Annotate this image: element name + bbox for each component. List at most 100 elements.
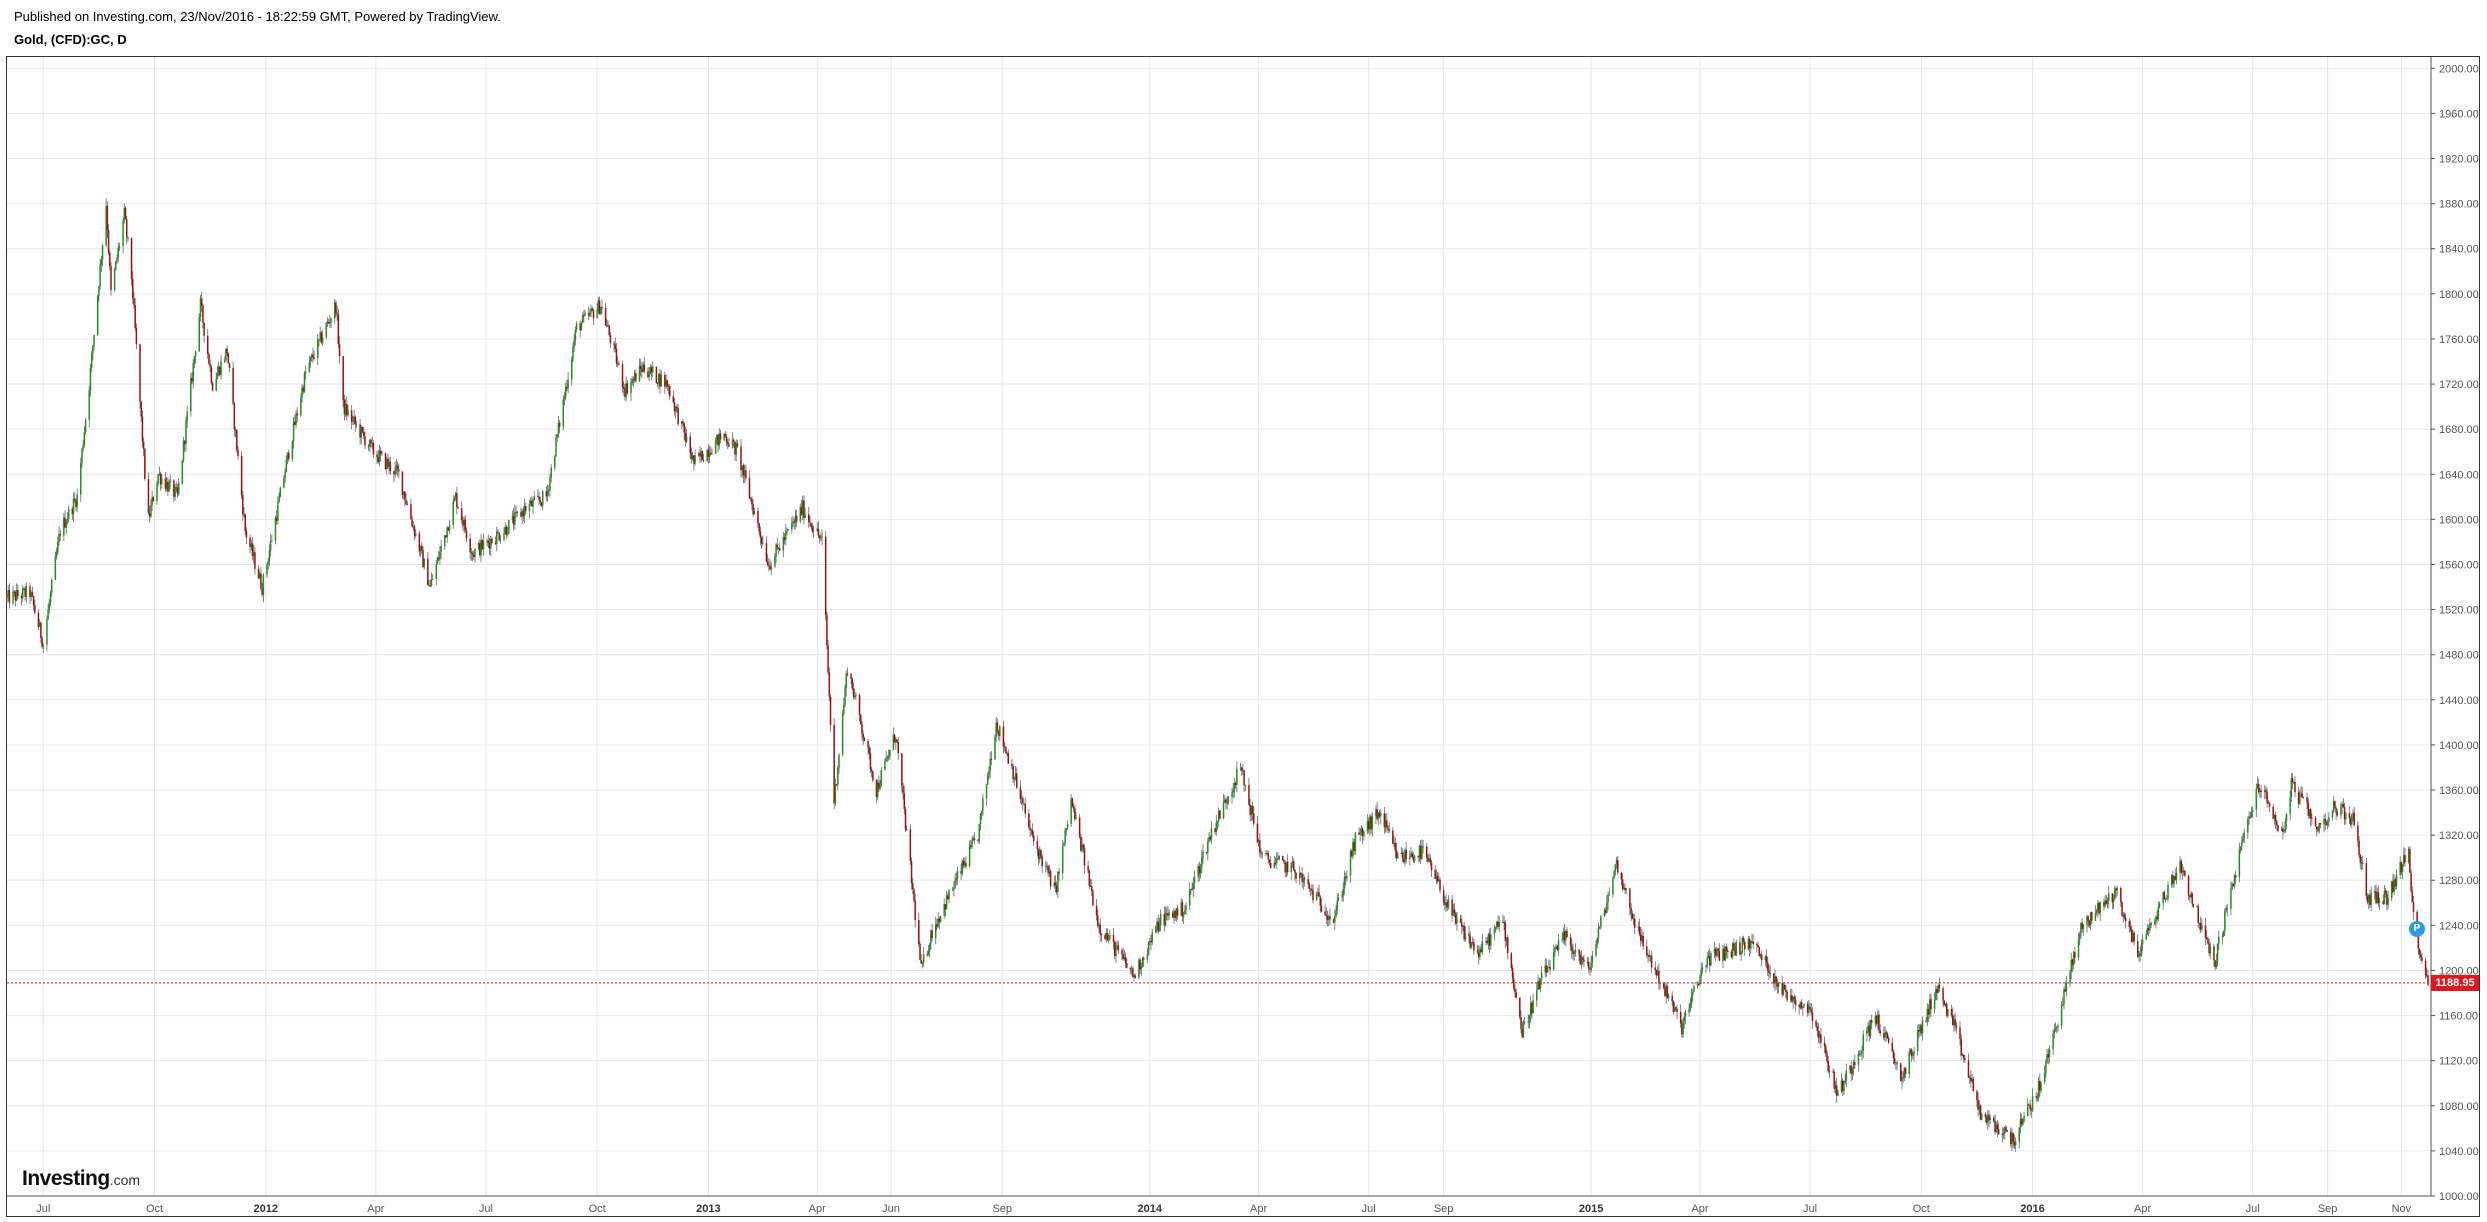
candle-down xyxy=(2301,793,2303,797)
candle-down xyxy=(1387,827,1389,830)
candle-down xyxy=(1798,1005,1800,1008)
candle-up xyxy=(1921,1020,1924,1034)
candle-down xyxy=(2334,801,2336,808)
candle-up xyxy=(388,461,390,467)
candle-down xyxy=(1725,946,1728,952)
candle-down xyxy=(1786,992,1788,1001)
candle-down xyxy=(2064,989,2066,992)
candle-down xyxy=(724,433,727,437)
candle-up xyxy=(1851,1068,1854,1074)
candle-up xyxy=(1912,1054,1914,1057)
candle-up xyxy=(2022,1120,2024,1125)
candle-up xyxy=(841,713,844,755)
x-tick-label: Jun xyxy=(882,1203,900,1215)
candle-down xyxy=(2325,822,2328,825)
candle-down xyxy=(465,530,468,539)
candle-down xyxy=(1214,828,1216,833)
candle-down xyxy=(2375,891,2377,903)
candle-down xyxy=(2130,929,2133,943)
candle-down xyxy=(1538,981,1540,989)
candle-up xyxy=(1232,789,1234,793)
candle-down xyxy=(473,554,475,557)
candle-up xyxy=(1603,910,1606,917)
candle-down xyxy=(396,465,399,470)
candle-up xyxy=(369,439,371,447)
candle-up xyxy=(2094,912,2097,921)
candle-up xyxy=(694,455,696,464)
candle-up xyxy=(1682,1021,1684,1035)
candle-down xyxy=(1563,931,1566,941)
candle-up xyxy=(735,443,737,455)
candle-down xyxy=(1031,830,1034,836)
candle-up xyxy=(30,592,32,598)
candle-up xyxy=(514,511,516,525)
candle-up xyxy=(1341,895,1343,898)
candle-up xyxy=(1665,985,1667,997)
candle-up xyxy=(1222,801,1225,819)
candle-down xyxy=(1515,992,1517,998)
candle-up xyxy=(943,904,945,916)
candle-up xyxy=(2351,814,2353,825)
candle-down xyxy=(2133,932,2135,942)
candle-down xyxy=(539,500,542,503)
candle-up xyxy=(879,785,881,789)
candle-down xyxy=(367,445,370,447)
candle-up xyxy=(630,383,632,394)
candle-up xyxy=(554,456,556,468)
candle-up xyxy=(2374,891,2376,894)
x-tick-label: Sep xyxy=(2318,1203,2338,1215)
candle-up xyxy=(1064,830,1066,843)
candle-up xyxy=(762,543,764,545)
candle-down xyxy=(1896,1062,1898,1064)
candle-down xyxy=(1951,1015,1954,1026)
candle-up xyxy=(1369,816,1371,830)
candle-down xyxy=(1775,976,1777,983)
candle-up xyxy=(279,487,282,498)
candle-up xyxy=(1261,853,1263,855)
candle-up xyxy=(2250,812,2253,818)
candle-up xyxy=(1156,921,1158,927)
candle-up xyxy=(1696,983,1699,987)
candle-up xyxy=(2209,946,2212,954)
candle-down xyxy=(2234,875,2237,878)
candle-down xyxy=(2105,900,2108,905)
candle-up xyxy=(1014,773,1017,780)
candle-down xyxy=(2189,895,2191,897)
candle-up xyxy=(2326,821,2329,825)
candle-up xyxy=(1346,875,1348,879)
candle-up xyxy=(105,205,107,246)
candle-up xyxy=(1138,959,1140,978)
candle-up xyxy=(1909,1049,1912,1052)
candle-up xyxy=(658,373,660,384)
candle-down xyxy=(666,380,669,387)
candle-up xyxy=(2340,806,2342,816)
event-marker-icon[interactable]: P xyxy=(2409,921,2425,937)
candle-down xyxy=(2386,894,2388,905)
candle-down xyxy=(1072,806,1075,809)
chart-symbol-title: Gold, (CFD):GC, D xyxy=(14,32,127,47)
candle-down xyxy=(1023,803,1025,805)
candle-up xyxy=(168,482,170,492)
candle-down xyxy=(1444,902,1446,906)
candle-down xyxy=(2005,1126,2007,1131)
candle-up xyxy=(2299,796,2301,804)
candle-up xyxy=(948,889,950,900)
candle-down xyxy=(1506,937,1509,954)
candle-down xyxy=(833,724,835,804)
candle-down xyxy=(1962,1055,1965,1058)
candle-up xyxy=(2023,1116,2025,1121)
candle-up xyxy=(2099,902,2102,914)
candle-up xyxy=(562,399,565,427)
candle-down xyxy=(1463,925,1465,940)
candle-up xyxy=(360,427,363,438)
candle-down xyxy=(1810,1009,1813,1013)
candle-up xyxy=(550,467,552,478)
chart-frame[interactable] xyxy=(6,56,2480,1217)
candle-down xyxy=(1883,1033,1885,1038)
candle-up xyxy=(301,387,303,399)
candle-down xyxy=(2091,912,2093,921)
candle-down xyxy=(144,449,146,479)
candle-down xyxy=(23,588,25,590)
candle-down xyxy=(1954,1019,1956,1026)
